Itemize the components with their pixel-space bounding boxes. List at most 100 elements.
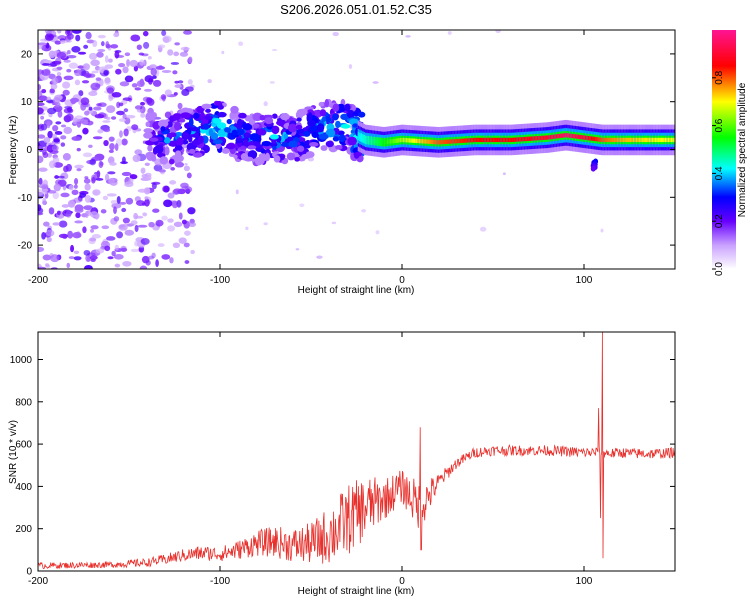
spectrogram-cell bbox=[45, 229, 55, 237]
spectrogram-cell bbox=[264, 152, 271, 162]
spectrogram-cell bbox=[647, 137, 650, 143]
spectrogram-cell bbox=[83, 44, 89, 49]
spectrogram-cell bbox=[263, 222, 268, 226]
spectrogram-cell bbox=[525, 136, 527, 142]
spectrogram-cell bbox=[233, 154, 238, 159]
spectrogram-cell bbox=[190, 127, 200, 132]
spectrogram-cell bbox=[133, 212, 139, 220]
spectrogram-cell bbox=[54, 40, 62, 45]
spectrogram-cell bbox=[520, 137, 523, 142]
spectrogram-cell bbox=[38, 145, 44, 149]
spectrogram-cell bbox=[369, 138, 371, 143]
spectrogram-cell bbox=[163, 137, 171, 144]
spectrogram-cell bbox=[198, 135, 204, 144]
spectrogram-cell bbox=[96, 103, 102, 107]
spectrogram-cell bbox=[118, 118, 126, 122]
spectrogram-cell bbox=[118, 102, 124, 107]
spectrogram-cell bbox=[446, 139, 449, 144]
spectrogram-cell bbox=[458, 138, 460, 144]
spectrogram-cell bbox=[173, 51, 180, 57]
spectrogram-cell bbox=[407, 138, 409, 143]
spectrogram-cell bbox=[475, 137, 478, 143]
spectrogram-cell bbox=[82, 127, 89, 135]
spectrogram-cell bbox=[106, 87, 114, 94]
spectrogram-cell bbox=[121, 138, 128, 146]
spectrogram-cell bbox=[184, 162, 188, 166]
spectrogram-cell bbox=[443, 139, 446, 145]
spectrogram-cell bbox=[235, 128, 245, 136]
spectrogram-cell bbox=[60, 135, 67, 140]
spectrogram-cell bbox=[38, 212, 44, 216]
spectrogram-cell bbox=[84, 265, 93, 269]
spectrogram-cell bbox=[62, 81, 71, 89]
spectrogram-cell bbox=[437, 140, 440, 145]
spectrogram-cell bbox=[68, 256, 75, 260]
spectrogram-cell bbox=[388, 139, 390, 144]
spectrogram-cell bbox=[632, 137, 635, 143]
spectrogram-cell bbox=[122, 260, 132, 267]
spectrogram-cell bbox=[517, 137, 520, 142]
spectrogram-cell bbox=[236, 118, 243, 128]
spectrogram-cell bbox=[577, 134, 580, 139]
spectrogram-cell bbox=[72, 232, 82, 239]
spectrogram-cell bbox=[663, 137, 666, 143]
spectrogram-cell bbox=[308, 142, 319, 147]
spectrogram-cell bbox=[418, 138, 421, 144]
spectrogram-cell bbox=[516, 137, 519, 142]
spectrogram-cell bbox=[354, 153, 360, 159]
spectrogram-cell bbox=[397, 138, 399, 143]
chart-title: S206.2026.051.01.52.C35 bbox=[280, 2, 432, 17]
spectrogram-cell bbox=[74, 207, 84, 214]
spectrogram-cell bbox=[240, 153, 249, 161]
spectrogram-cell bbox=[110, 44, 119, 49]
spectrogram-cell bbox=[83, 249, 91, 256]
spectrogram-cell bbox=[357, 111, 366, 118]
spectrogram-cell bbox=[151, 182, 157, 190]
spectrogram-cell bbox=[319, 109, 327, 117]
spectrogram-cell bbox=[370, 138, 373, 143]
spectrogram-cell bbox=[628, 137, 631, 143]
spectrogram-cell bbox=[180, 107, 191, 115]
spectrogram-cell bbox=[235, 137, 243, 144]
spectrogram-cell bbox=[548, 135, 551, 140]
spectrogram-cell bbox=[570, 133, 572, 138]
spectrogram-cell bbox=[565, 133, 568, 138]
spectrogram-cell bbox=[41, 232, 46, 240]
spectrogram-cell bbox=[243, 139, 249, 147]
spectrogram-cell bbox=[82, 226, 87, 234]
spectrogram-cell bbox=[76, 69, 82, 73]
spectrogram-cell bbox=[192, 152, 203, 158]
spectrogram-cell bbox=[110, 116, 117, 120]
spectrogram-cell bbox=[321, 116, 327, 122]
spectrogram-cell bbox=[366, 137, 369, 143]
spectrogram-cell bbox=[74, 115, 84, 122]
spectrogram-cell bbox=[114, 244, 120, 251]
spectrogram-cell bbox=[271, 139, 277, 144]
spectrogram-cell bbox=[375, 230, 380, 235]
spectrogram-cell bbox=[504, 137, 507, 143]
spectrogram-cell bbox=[114, 50, 120, 59]
spectrogram-cell bbox=[424, 139, 427, 144]
spectrogram-cell bbox=[269, 81, 275, 84]
spectrogram-cell bbox=[495, 30, 501, 34]
spectrogram-cell bbox=[38, 134, 46, 139]
spectrogram-cell bbox=[271, 49, 278, 52]
spectrogram-cell bbox=[174, 161, 185, 168]
spectrogram-cell bbox=[465, 138, 468, 143]
spectrogram-cell bbox=[49, 88, 55, 94]
colorbar-label: Normalized spectral amplitude bbox=[737, 82, 748, 217]
spectrogram-cell bbox=[149, 137, 159, 142]
spectrogram-cell bbox=[447, 139, 450, 144]
spectrogram-cell bbox=[43, 136, 51, 144]
spectrogram-cell bbox=[113, 206, 117, 215]
spectrogram-cell bbox=[161, 30, 167, 36]
x-tick-label: 0 bbox=[399, 275, 405, 286]
spectrogram-cell bbox=[348, 64, 353, 69]
spectrogram-cell bbox=[542, 135, 545, 140]
spectrogram-cell bbox=[589, 136, 591, 141]
spectrogram-xlabel: Height of straight line (km) bbox=[298, 285, 415, 296]
spectrogram-cell bbox=[80, 97, 90, 106]
